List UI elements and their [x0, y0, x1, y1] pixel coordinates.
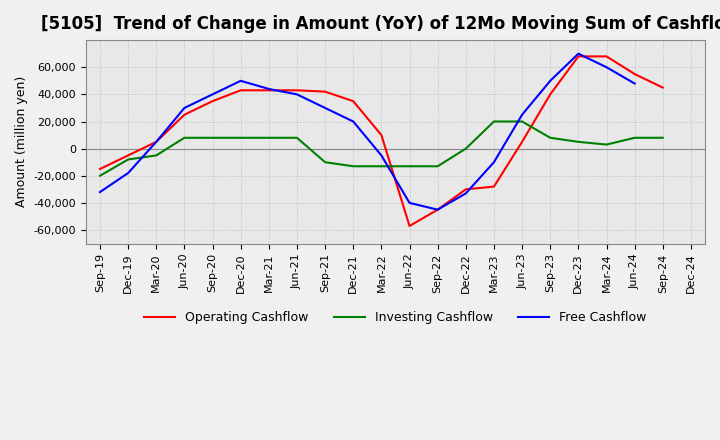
Investing Cashflow	[208, 135, 217, 140]
Operating Cashflow	[433, 207, 442, 213]
Operating Cashflow	[180, 112, 189, 117]
Free Cashflow	[208, 92, 217, 97]
Investing Cashflow	[377, 164, 386, 169]
Operating Cashflow	[152, 139, 161, 144]
Operating Cashflow	[96, 166, 104, 172]
Investing Cashflow	[292, 135, 301, 140]
Investing Cashflow	[546, 135, 554, 140]
Operating Cashflow	[490, 184, 498, 189]
Free Cashflow	[124, 170, 132, 176]
Operating Cashflow	[208, 99, 217, 104]
Investing Cashflow	[574, 139, 582, 144]
Free Cashflow	[405, 200, 414, 205]
Operating Cashflow	[659, 85, 667, 90]
Investing Cashflow	[321, 160, 330, 165]
Operating Cashflow	[292, 88, 301, 93]
Operating Cashflow	[546, 92, 554, 97]
Investing Cashflow	[518, 119, 526, 124]
Free Cashflow	[518, 112, 526, 117]
Investing Cashflow	[462, 146, 470, 151]
Operating Cashflow	[236, 88, 245, 93]
Free Cashflow	[377, 153, 386, 158]
Investing Cashflow	[180, 135, 189, 140]
Free Cashflow	[490, 160, 498, 165]
Operating Cashflow	[264, 88, 273, 93]
Line: Investing Cashflow: Investing Cashflow	[100, 121, 663, 176]
Operating Cashflow	[405, 224, 414, 229]
Free Cashflow	[433, 207, 442, 213]
Line: Operating Cashflow: Operating Cashflow	[100, 56, 663, 226]
Operating Cashflow	[377, 132, 386, 138]
Legend: Operating Cashflow, Investing Cashflow, Free Cashflow: Operating Cashflow, Investing Cashflow, …	[139, 306, 652, 329]
Investing Cashflow	[602, 142, 611, 147]
Free Cashflow	[462, 191, 470, 196]
Free Cashflow	[96, 189, 104, 194]
Investing Cashflow	[659, 135, 667, 140]
Investing Cashflow	[349, 164, 358, 169]
Investing Cashflow	[405, 164, 414, 169]
Investing Cashflow	[433, 164, 442, 169]
Investing Cashflow	[152, 153, 161, 158]
Operating Cashflow	[349, 99, 358, 104]
Title: [5105]  Trend of Change in Amount (YoY) of 12Mo Moving Sum of Cashflows: [5105] Trend of Change in Amount (YoY) o…	[40, 15, 720, 33]
Investing Cashflow	[96, 173, 104, 178]
Line: Free Cashflow: Free Cashflow	[100, 54, 634, 210]
Free Cashflow	[602, 65, 611, 70]
Operating Cashflow	[321, 89, 330, 94]
Free Cashflow	[574, 51, 582, 56]
Free Cashflow	[321, 105, 330, 110]
Free Cashflow	[546, 78, 554, 84]
Operating Cashflow	[574, 54, 582, 59]
Free Cashflow	[349, 119, 358, 124]
Investing Cashflow	[490, 119, 498, 124]
Investing Cashflow	[264, 135, 273, 140]
Operating Cashflow	[124, 153, 132, 158]
Free Cashflow	[292, 92, 301, 97]
Free Cashflow	[152, 139, 161, 144]
Operating Cashflow	[462, 187, 470, 192]
Investing Cashflow	[630, 135, 639, 140]
Y-axis label: Amount (million yen): Amount (million yen)	[15, 76, 28, 208]
Free Cashflow	[630, 81, 639, 86]
Free Cashflow	[236, 78, 245, 84]
Investing Cashflow	[236, 135, 245, 140]
Investing Cashflow	[124, 157, 132, 162]
Operating Cashflow	[630, 71, 639, 77]
Free Cashflow	[264, 86, 273, 92]
Operating Cashflow	[602, 54, 611, 59]
Operating Cashflow	[518, 139, 526, 144]
Free Cashflow	[180, 105, 189, 110]
